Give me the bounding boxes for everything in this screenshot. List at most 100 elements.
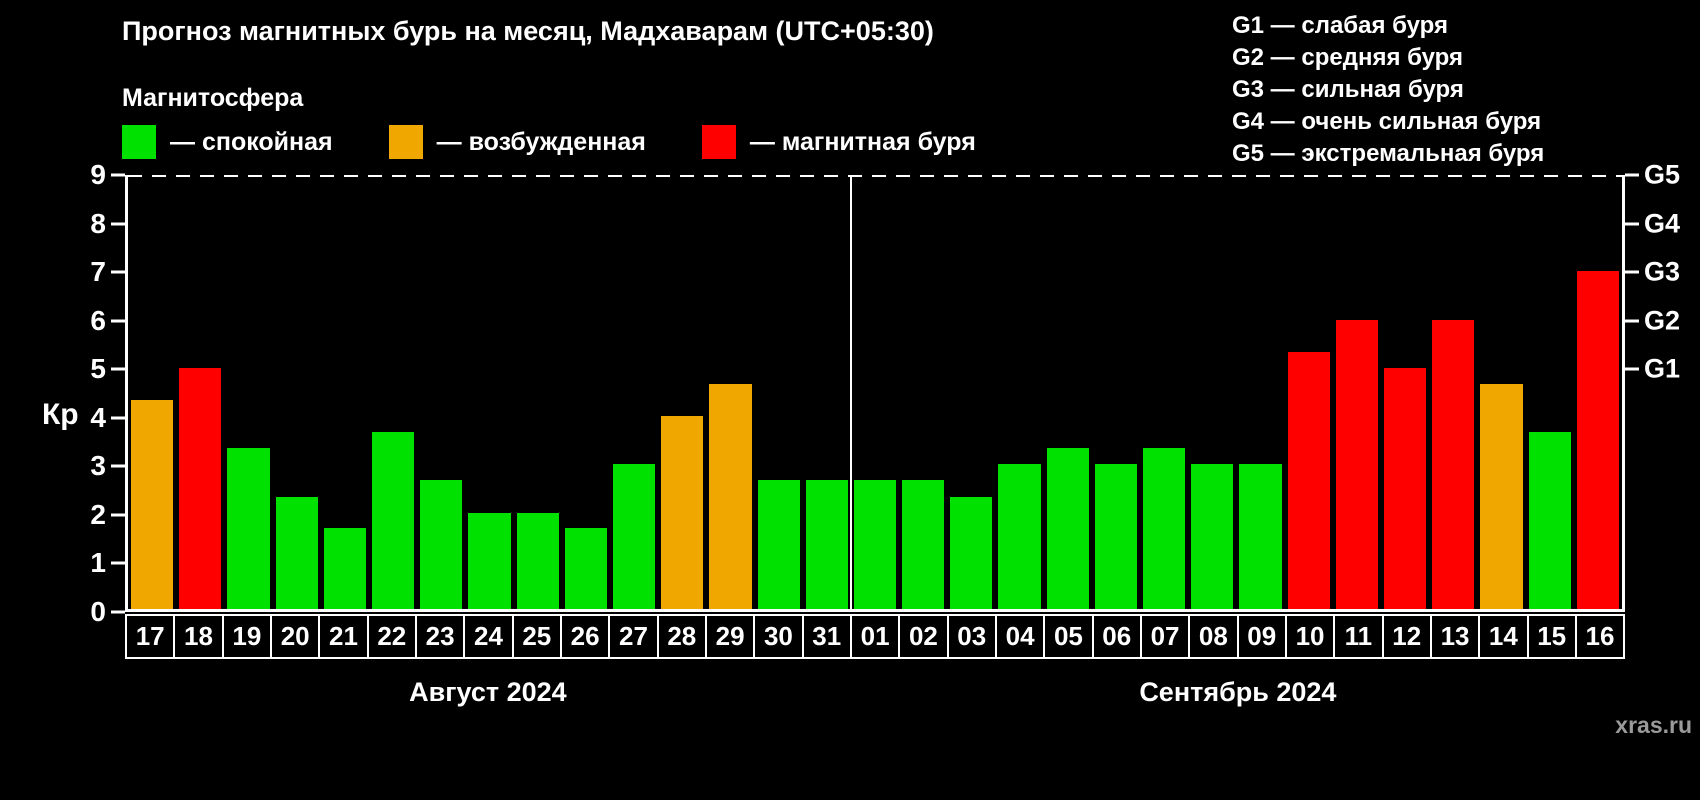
date-cell-11: 11 [1333, 614, 1384, 659]
y-axis-title: Кр [42, 398, 79, 431]
date-cell-31: 31 [801, 614, 852, 659]
g-legend-line: G2 — средняя буря [1232, 44, 1463, 71]
y-tick-mark [111, 416, 125, 420]
g-axis-labels: G1 G2 G3 G4 G5 [1644, 161, 1700, 612]
bar-day-05 [1046, 448, 1089, 609]
g-legend-line: G4 — очень сильная буря [1232, 108, 1542, 135]
g-tick-mark [1625, 270, 1639, 274]
g-axis-label-G4: G4 [1644, 208, 1681, 239]
date-cell-20: 20 [269, 614, 321, 659]
y-tick-label-4: 4 [90, 401, 106, 433]
bar-day-09 [1239, 464, 1282, 609]
bar-day-27 [612, 464, 656, 609]
bar-day-10 [1287, 351, 1330, 609]
date-cell-04: 04 [994, 614, 1046, 659]
bar-day-17 [131, 400, 174, 609]
bar-day-13 [1432, 319, 1475, 609]
bar-day-02 [902, 480, 945, 609]
date-cell-30: 30 [753, 614, 804, 659]
bar-day-30 [757, 480, 800, 609]
y-tick-label-5: 5 [90, 353, 106, 385]
bar-day-07 [1143, 448, 1186, 609]
bar-day-04 [998, 464, 1041, 609]
magnetosphere-legend: — спокойная — возбужденная — магнитная бур… [122, 122, 1032, 162]
legend-label-storm: — магнитная буря [749, 127, 976, 156]
left-axis-ticks [111, 173, 125, 614]
month-row: Август 2024 Сентябрь 2024 [125, 670, 1625, 714]
y-tick-label-1: 1 [90, 547, 106, 579]
date-cell-02: 02 [898, 614, 949, 659]
bar-day-29 [709, 383, 752, 609]
date-cell-19: 19 [221, 614, 272, 659]
bar-day-11 [1335, 319, 1379, 609]
g-axis-label-G5: G5 [1644, 159, 1681, 190]
date-cell-27: 27 [608, 614, 659, 659]
plot-area [125, 175, 1625, 612]
y-tick-label-3: 3 [90, 450, 106, 482]
g-legend-line: G3 — сильная буря [1232, 76, 1464, 103]
bar-day-15 [1528, 432, 1571, 609]
date-cell-01: 01 [849, 614, 901, 659]
date-cell-16: 16 [1574, 614, 1626, 659]
y-tick-mark [111, 270, 125, 274]
y-tick-label-8: 8 [90, 207, 106, 239]
date-cell-12: 12 [1381, 614, 1432, 659]
g-axis-label-G1: G1 [1644, 353, 1681, 384]
legend-label-quiet: — спокойная [170, 127, 333, 156]
month-label: Сентябрь 2024 [1139, 676, 1337, 707]
bar-day-14 [1480, 383, 1523, 609]
bar-day-16 [1576, 271, 1619, 609]
date-cell-23: 23 [414, 614, 466, 659]
g-legend-line: G1 — слабая буря [1232, 12, 1449, 39]
y-tick-label-0: 0 [90, 596, 106, 627]
bar-day-08 [1191, 464, 1234, 609]
legend-item-excited: — возбужденная [388, 125, 646, 159]
date-cell-15: 15 [1526, 614, 1577, 659]
bar-day-18 [179, 367, 222, 609]
bar-day-28 [661, 416, 704, 609]
date-cell-03: 03 [946, 614, 997, 659]
g-axis-label-G3: G3 [1644, 256, 1681, 287]
color-swatch-quiet [122, 125, 156, 159]
g-tick-mark [1625, 367, 1639, 371]
month-label: Август 2024 [409, 676, 567, 707]
date-row: 17 18 19 20 21 22 23 24 25 26 27 28 29 30 31 01 02 03 04 05… [125, 614, 1626, 659]
date-cell-26: 26 [559, 614, 611, 659]
bar-day-25 [516, 512, 559, 609]
date-cell-22: 22 [366, 614, 417, 659]
y-tick-mark [111, 173, 125, 177]
bar-day-03 [950, 496, 993, 609]
date-cell-07: 07 [1139, 614, 1191, 659]
plot-top-border [128, 175, 1622, 177]
bar-day-23 [420, 480, 463, 609]
magnetosphere-legend-header: Магнитосфера [122, 84, 304, 112]
date-cell-24: 24 [463, 614, 514, 659]
g-tick-mark [1625, 319, 1639, 323]
date-cell-08: 08 [1188, 614, 1239, 659]
bar-day-24 [468, 512, 511, 609]
date-cell-28: 28 [656, 614, 707, 659]
y-tick-label-2: 2 [90, 498, 106, 530]
bar-day-19 [227, 448, 270, 609]
date-cell-18: 18 [173, 614, 224, 659]
date-cell-05: 05 [1043, 614, 1094, 659]
date-cell-13: 13 [1429, 614, 1481, 659]
y-axis-labels: 0 1 2 3 4 5 6 7 8 9 [48, 161, 106, 626]
y-tick-mark [111, 561, 125, 565]
date-cell-10: 10 [1284, 614, 1336, 659]
color-swatch-storm [701, 125, 736, 159]
g-tick-mark [1625, 173, 1639, 177]
legend-item-storm: — магнитная буря [701, 125, 976, 159]
y-tick-label-9: 9 [90, 159, 106, 190]
bar-day-20 [275, 496, 318, 609]
bar-day-31 [805, 480, 848, 609]
y-tick-mark [111, 367, 125, 371]
bar-day-22 [371, 432, 415, 609]
g-tick-mark [1625, 222, 1639, 226]
y-tick-mark [111, 222, 125, 226]
y-tick-label-6: 6 [90, 304, 106, 336]
y-tick-mark [111, 513, 125, 517]
date-cell-25: 25 [511, 614, 562, 659]
date-cell-17: 17 [125, 614, 176, 659]
